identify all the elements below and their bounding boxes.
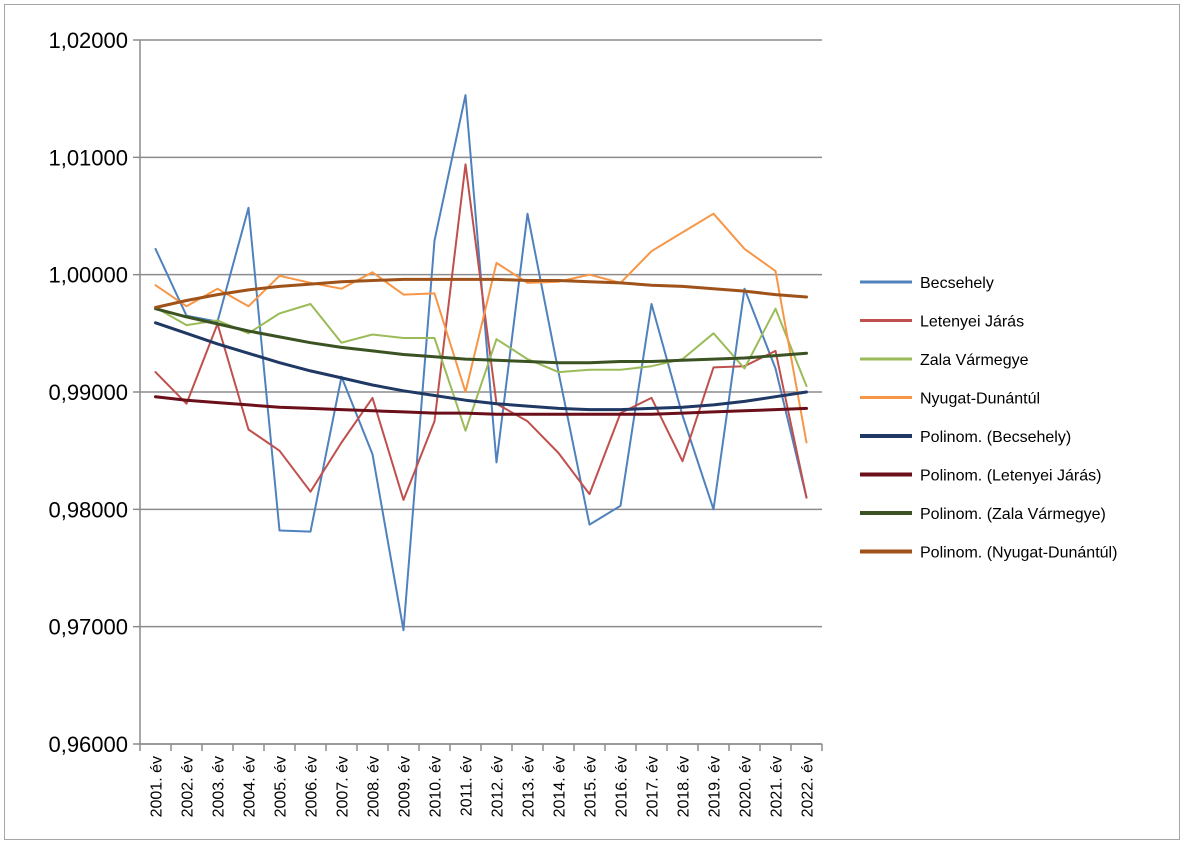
legend: Becsehely Letenyei Járás Zala Vármegye Nyug… [860, 275, 1117, 562]
legend-label: Zala Vármegye [920, 352, 1029, 369]
x-tick-label: 2016. év [614, 756, 631, 817]
x-tick-label: 2009. év [397, 756, 414, 817]
y-tick-label: 0,98000 [48, 497, 128, 522]
x-tick-label: 2008. év [366, 756, 383, 817]
y-tick-label: 1,01000 [48, 145, 128, 170]
y-tick-label: 0,99000 [48, 380, 128, 405]
x-tick-label: 2006. év [304, 756, 321, 817]
x-tick-label: 2022. év [800, 756, 817, 817]
series-lines [155, 95, 806, 630]
x-tick-label: 2015. év [583, 756, 600, 817]
legend-label: Polinom. (Becsehely) [920, 429, 1071, 446]
y-tick-label: 1,00000 [48, 263, 128, 288]
x-tick-label: 2019. év [707, 756, 724, 817]
x-tick-label: 2017. év [645, 756, 662, 817]
x-tick-label: 2007. év [335, 756, 352, 817]
x-tick-label: 2010. év [428, 756, 445, 817]
x-tick-label: 2021. év [769, 756, 786, 817]
legend-label: Polinom. (Zala Vármegye) [920, 506, 1106, 523]
x-tick-label: 2018. év [676, 756, 693, 817]
x-tick-label: 2004. év [242, 756, 259, 817]
y-tick-label: 0,96000 [48, 732, 128, 757]
series-line [156, 95, 807, 630]
series-line [156, 323, 807, 410]
x-tick-label: 2003. év [211, 756, 228, 817]
x-tick-label: 2012. év [490, 756, 507, 817]
legend-label: Becsehely [920, 275, 994, 292]
legend-label: Polinom. (Nyugat-Dunántúl) [920, 545, 1117, 562]
legend-label: Nyugat-Dunántúl [920, 391, 1040, 408]
y-tick-label: 1,02000 [48, 28, 128, 53]
y-tick-label: 0,97000 [48, 615, 128, 640]
x-tick-label: 2005. év [273, 756, 290, 817]
x-tick-label: 2002. év [180, 756, 197, 817]
legend-label: Letenyei Járás [920, 314, 1024, 331]
x-tick-label: 2013. év [521, 756, 538, 817]
legend-label: Polinom. (Letenyei Járás) [920, 468, 1101, 485]
x-tick-label: 2001. év [149, 756, 166, 817]
x-tick-label: 2011. év [459, 756, 476, 816]
x-tick-label: 2014. év [552, 756, 569, 817]
x-axis-tick-labels: 2001. év 2002. év 2003. év 2004. év 2005. év… [149, 756, 817, 817]
y-axis-tick-labels: 0,96000 0,97000 0,98000 0,99000 1,00000 1,010… [48, 28, 128, 757]
gridlines [140, 40, 822, 744]
x-tick-label: 2020. év [738, 756, 755, 817]
